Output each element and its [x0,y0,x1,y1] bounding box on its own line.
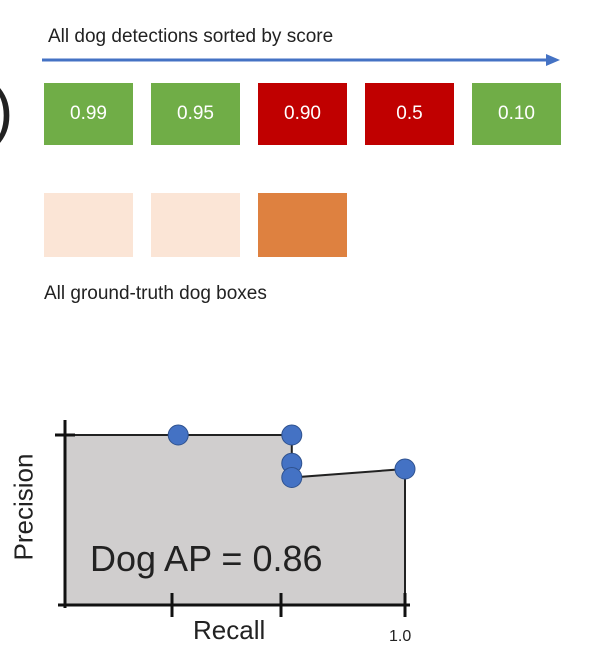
detection-score: 0.5 [396,103,423,124]
ground-truth-box [44,193,133,257]
precision-recall-plot [55,420,416,617]
pr-point [167,424,189,446]
ground-truth-caption: All ground-truth dog boxes [44,283,267,304]
pr-points [167,424,416,488]
detection-box: 0.5 [365,83,454,145]
sort-arrow [42,54,560,66]
pr-point [281,467,303,488]
pr-area [65,435,405,605]
detection-box: 0.90 [258,83,347,145]
detection-score: 0.10 [498,103,535,124]
detection-score: 0.99 [70,103,107,124]
ground-truth-box [151,193,240,257]
partial-parenthesis: ) [0,78,13,142]
ap-annotation: Dog AP = 0.86 [90,538,323,579]
detection-box: 0.99 [44,83,133,145]
detections-caption: All dog detections sorted by score [48,26,334,47]
x-tick-label: 1.0 [389,628,412,645]
detection-box: 0.10 [472,83,561,145]
detection-box: 0.95 [151,83,240,145]
x-axis-label: Recall [193,615,266,645]
y-axis-label: Precision [8,453,39,561]
detection-score: 0.90 [284,103,321,124]
pr-point [394,458,416,480]
detection-score: 0.95 [177,103,214,124]
ground-truth-box [258,193,347,257]
pr-point [281,424,303,446]
